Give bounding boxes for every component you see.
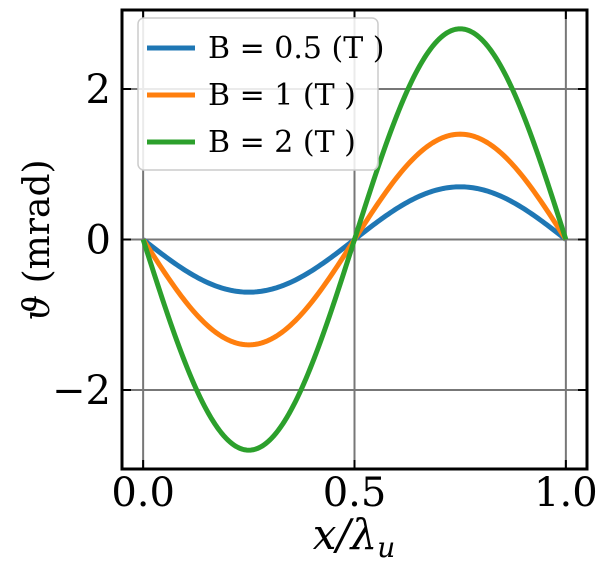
y-axis-label: ϑ (mrad) bbox=[17, 159, 58, 320]
tick-labels: 0.0 0.5 1.0 −2 0 2 bbox=[52, 67, 598, 516]
series-line bbox=[140, 26, 569, 453]
legend-label: B = 2 (T ) bbox=[208, 125, 356, 160]
legend-label: B = 1 (T ) bbox=[208, 78, 356, 113]
series-group bbox=[140, 26, 569, 453]
x-tick-label: 0.5 bbox=[323, 470, 387, 516]
y-tick-label: −2 bbox=[52, 368, 111, 414]
x-axis-label: x/λu bbox=[313, 510, 396, 564]
legend: B = 0.5 (T ) B = 1 (T ) B = 2 (T ) bbox=[137, 17, 384, 171]
tick-marks bbox=[122, 10, 587, 469]
y-tick-label: 2 bbox=[86, 67, 111, 113]
legend-box bbox=[137, 17, 379, 171]
y-tick-label: 0 bbox=[86, 218, 111, 264]
legend-label: B = 0.5 (T ) bbox=[208, 31, 384, 66]
x-tick-label: 0.0 bbox=[111, 470, 175, 516]
x-tick-label: 1.0 bbox=[534, 470, 598, 516]
